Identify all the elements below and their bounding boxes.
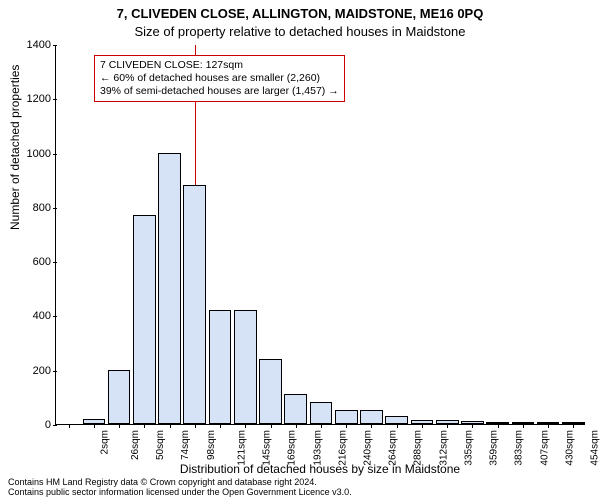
- x-tick-mark: [296, 424, 297, 428]
- chart-container: 7, CLIVEDEN CLOSE, ALLINGTON, MAIDSTONE,…: [0, 0, 600, 500]
- y-tick: 1200: [22, 93, 56, 105]
- x-tick-mark: [144, 424, 145, 428]
- annotation-line-1: 7 CLIVEDEN CLOSE: 127sqm: [100, 59, 339, 72]
- x-tick-label: 2sqm: [99, 428, 110, 454]
- x-tick-mark: [346, 424, 347, 428]
- x-tick-label: 121sqm: [236, 428, 247, 466]
- x-tick-mark: [371, 424, 372, 428]
- y-tick: 1400: [22, 39, 56, 51]
- x-tick-mark: [271, 424, 272, 428]
- histogram-bar: [209, 310, 232, 424]
- x-tick-label: 98sqm: [206, 428, 217, 460]
- x-tick-mark: [422, 424, 423, 428]
- x-tick-label: 454sqm: [590, 428, 600, 466]
- x-tick-mark: [523, 424, 524, 428]
- x-tick-label: 359sqm: [489, 428, 500, 466]
- x-tick-mark: [195, 424, 196, 428]
- x-tick-label: 264sqm: [388, 428, 399, 466]
- x-tick-label: 26sqm: [130, 428, 141, 460]
- x-tick-label: 216sqm: [337, 428, 348, 466]
- footer-line-2: Contains public sector information licen…: [8, 488, 352, 498]
- x-tick-mark: [220, 424, 221, 428]
- x-tick-mark: [548, 424, 549, 428]
- annotation-line-3: 39% of semi-detached houses are larger (…: [100, 85, 339, 98]
- histogram-bar: [259, 359, 282, 424]
- x-tick-mark: [447, 424, 448, 428]
- x-tick-mark: [498, 424, 499, 428]
- x-tick-mark: [69, 424, 70, 428]
- x-tick-label: 169sqm: [287, 428, 298, 466]
- x-tick-label: 193sqm: [312, 428, 323, 466]
- x-tick-mark: [245, 424, 246, 428]
- x-tick-label: 383sqm: [514, 428, 525, 466]
- chart-title-subtitle: Size of property relative to detached ho…: [0, 24, 600, 39]
- x-tick-mark: [321, 424, 322, 428]
- x-tick-mark: [170, 424, 171, 428]
- x-tick-mark: [573, 424, 574, 428]
- x-tick-label: 288sqm: [413, 428, 424, 466]
- x-tick-label: 335sqm: [464, 428, 475, 466]
- x-tick-mark: [94, 424, 95, 428]
- histogram-bar: [335, 410, 358, 424]
- footer-attribution: Contains HM Land Registry data © Crown c…: [8, 478, 352, 498]
- y-axis-label: Number of detached properties: [8, 65, 22, 230]
- x-tick-label: 430sqm: [564, 428, 575, 466]
- x-tick-label: 50sqm: [155, 428, 166, 460]
- histogram-bar: [234, 310, 257, 424]
- y-tick: 800: [22, 202, 56, 214]
- plot-area: 7 CLIVEDEN CLOSE: 127sqm ← 60% of detach…: [55, 45, 585, 425]
- x-tick-label: 240sqm: [363, 428, 374, 466]
- x-tick-mark: [397, 424, 398, 428]
- annotation-line-2: ← 60% of detached houses are smaller (2,…: [100, 72, 339, 85]
- x-tick-label: 312sqm: [438, 428, 449, 466]
- histogram-bar: [108, 370, 131, 424]
- y-tick: 200: [22, 365, 56, 377]
- y-tick: 1000: [22, 148, 56, 160]
- histogram-bar: [183, 185, 206, 424]
- x-tick-label: 145sqm: [262, 428, 273, 466]
- x-tick-label: 74sqm: [180, 428, 191, 460]
- x-tick-mark: [119, 424, 120, 428]
- x-tick-mark: [472, 424, 473, 428]
- histogram-bar: [310, 402, 333, 424]
- y-tick: 400: [22, 310, 56, 322]
- histogram-bar: [133, 215, 156, 424]
- histogram-bar: [385, 416, 408, 424]
- y-tick: 0: [22, 419, 56, 431]
- histogram-bar: [158, 153, 181, 424]
- histogram-bar: [284, 394, 307, 424]
- x-axis-label: Distribution of detached houses by size …: [55, 462, 585, 476]
- chart-title-address: 7, CLIVEDEN CLOSE, ALLINGTON, MAIDSTONE,…: [0, 6, 600, 21]
- annotation-box: 7 CLIVEDEN CLOSE: 127sqm ← 60% of detach…: [94, 55, 345, 102]
- y-tick: 600: [22, 256, 56, 268]
- x-tick-label: 407sqm: [539, 428, 550, 466]
- histogram-bar: [360, 410, 383, 424]
